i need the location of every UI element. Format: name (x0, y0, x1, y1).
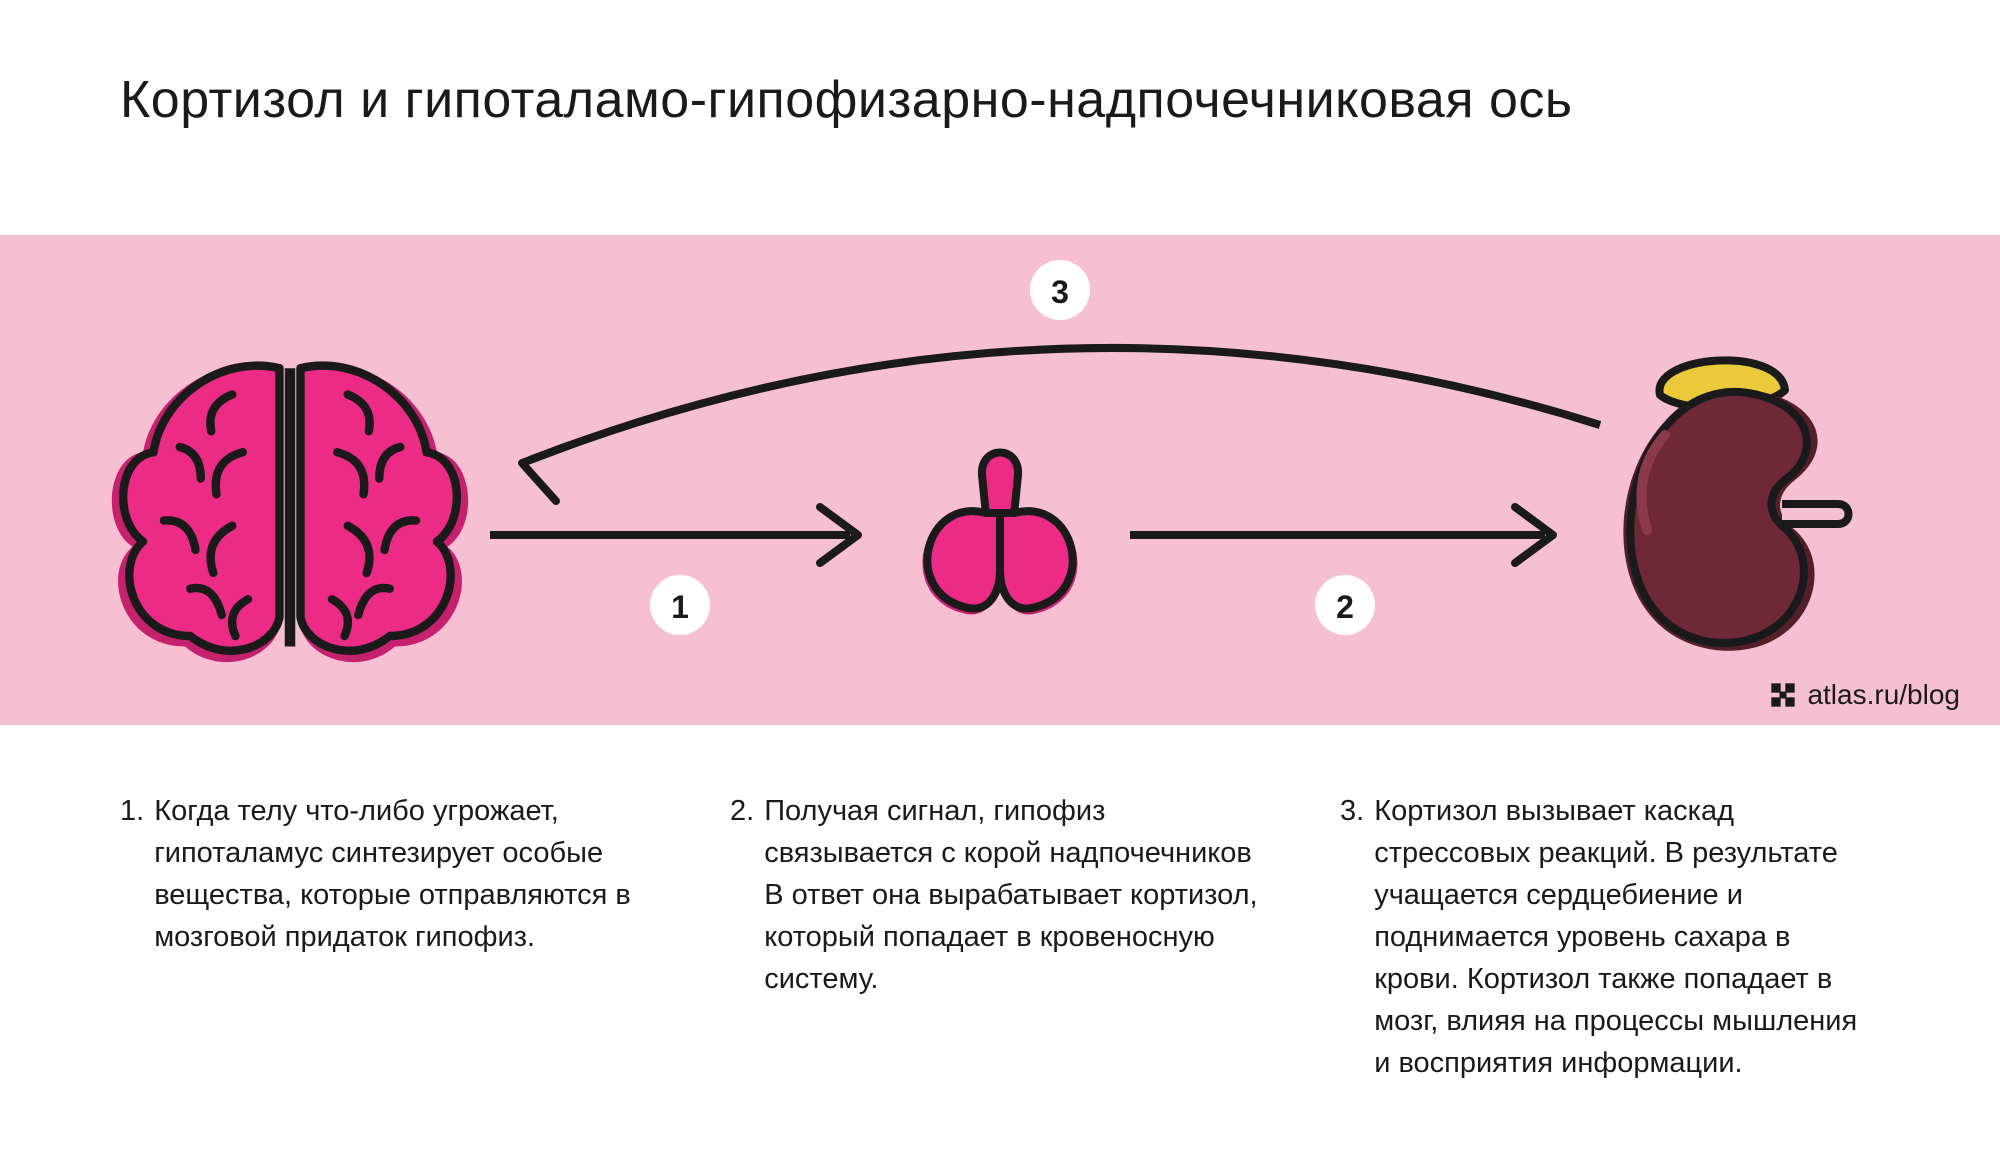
brain-icon (112, 365, 468, 662)
atlas-logo-icon (1769, 683, 1797, 709)
caption-3-num: 3. (1340, 790, 1364, 1084)
badge-2: 2 (1315, 575, 1375, 635)
caption-3: 3. Кортизол вызывает каскад стрессовых р… (1340, 790, 1880, 1084)
caption-2-text: Получая сигнал, гипофиз связывается с ко… (764, 790, 1270, 1084)
caption-3-text: Кортизол вызывает каскад стрессовых реак… (1374, 790, 1880, 1084)
caption-1: 1. Когда телу что-либо угрожает, гипотал… (120, 790, 660, 1084)
badge-3: 3 (1030, 260, 1090, 320)
caption-1-text: Когда телу что-либо угрожает, гипоталаму… (154, 790, 660, 1084)
attribution-text: atlas.ru/blog (1807, 683, 1960, 711)
caption-1-num: 1. (120, 790, 144, 1084)
attribution: atlas.ru/blog (1769, 683, 1960, 711)
caption-2: 2. Получая сигнал, гипофиз связывается с… (730, 790, 1270, 1084)
svg-text:2: 2 (1336, 589, 1354, 625)
badge-1: 1 (650, 575, 710, 635)
captions-row: 1. Когда телу что-либо угрожает, гипотал… (120, 790, 1880, 1084)
page-title: Кортизол и гипоталамо-гипофизарно-надпоч… (120, 70, 1572, 130)
svg-text:3: 3 (1051, 274, 1069, 310)
svg-text:1: 1 (671, 589, 689, 625)
hpa-axis-diagram: 1 2 3 (0, 235, 2000, 725)
caption-2-num: 2. (730, 790, 754, 1084)
